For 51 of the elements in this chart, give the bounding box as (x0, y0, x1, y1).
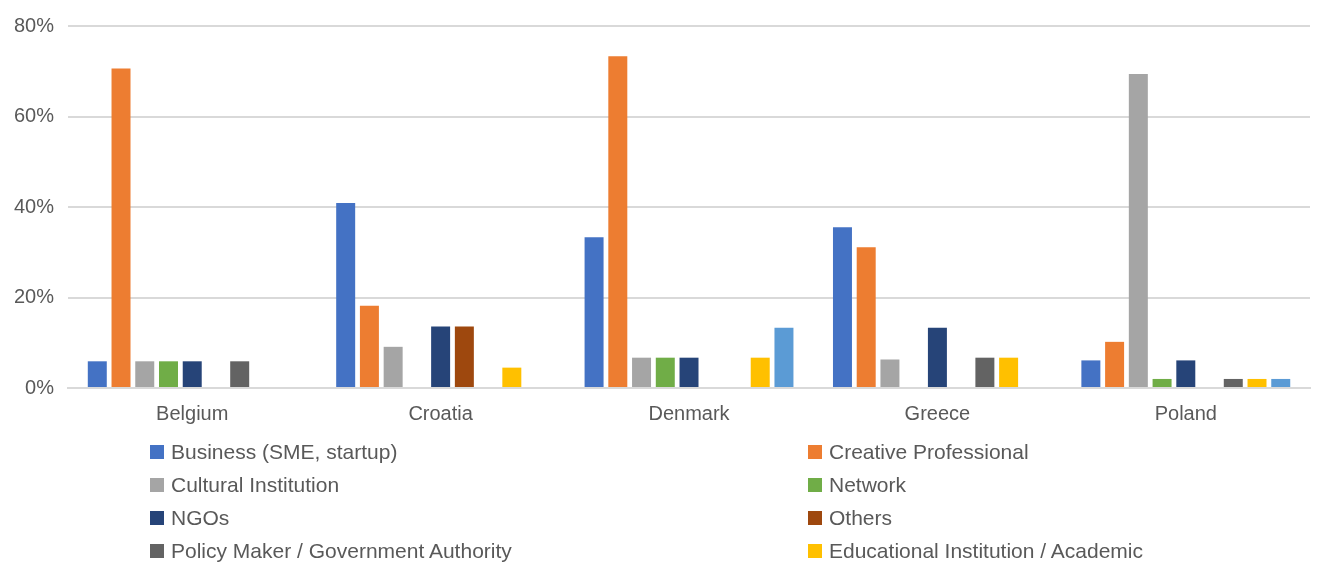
legend-label: Network (829, 473, 907, 497)
x-tick-label: Croatia (408, 401, 474, 424)
bar (1105, 341, 1125, 387)
bar (1128, 73, 1148, 387)
x-tick-label: Belgium (156, 401, 229, 424)
legend-label: Policy Maker / Government Authority (171, 539, 512, 563)
y-tick-label: 0% (25, 375, 55, 398)
bar (431, 326, 451, 387)
bar (182, 361, 202, 387)
bar (1247, 378, 1267, 387)
legend-label: Creative Professional (829, 440, 1029, 464)
x-tick-label: Poland (1154, 401, 1217, 424)
y-tick-label: 40% (14, 194, 55, 217)
bar (1152, 378, 1172, 387)
bar (111, 68, 131, 387)
bar (750, 357, 770, 387)
bar (856, 247, 876, 387)
bar (679, 357, 699, 387)
x-tick-label: Greece (904, 401, 971, 424)
bar (1223, 378, 1243, 387)
y-tick-label: 80% (14, 13, 55, 36)
bar (975, 357, 995, 387)
bar (502, 367, 522, 387)
bar (608, 56, 628, 387)
legend-label: Educational Institution / Academic (829, 539, 1144, 563)
bar (927, 327, 947, 387)
bar (774, 327, 794, 387)
bar (230, 361, 250, 387)
y-tick-label: 20% (14, 285, 55, 308)
bar (1271, 378, 1291, 387)
bar (584, 237, 604, 387)
legend-label: Cultural Institution (171, 473, 340, 497)
y-tick-label: 60% (14, 104, 55, 127)
legend-label: Others (829, 506, 893, 530)
legend-label: NGOs (171, 506, 230, 530)
bar (135, 361, 155, 387)
legend-label: Business (SME, startup) (171, 440, 398, 464)
bar (1176, 360, 1196, 387)
bar (87, 361, 107, 387)
bar (454, 326, 474, 387)
bar (159, 361, 178, 387)
bar (832, 227, 852, 387)
bar (1081, 360, 1101, 387)
bar (359, 305, 379, 387)
bar (880, 359, 900, 387)
bar (999, 357, 1019, 387)
bar (632, 357, 652, 387)
x-tick-label: Denmark (648, 401, 731, 424)
bar (655, 357, 675, 387)
bar (336, 202, 356, 387)
bar (383, 346, 403, 387)
